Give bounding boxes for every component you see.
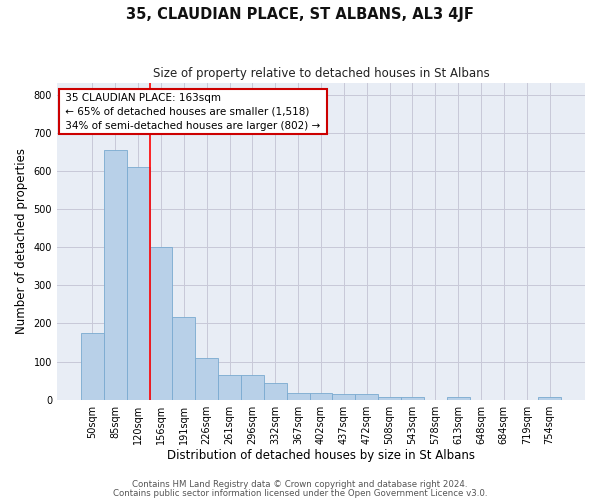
- Bar: [127, 167, 149, 400]
- Bar: [332, 394, 355, 400]
- Text: 35 CLAUDIAN PLACE: 163sqm
 ← 65% of detached houses are smaller (1,518)
 34% of : 35 CLAUDIAN PLACE: 163sqm ← 65% of detac…: [62, 92, 323, 130]
- Bar: [218, 375, 241, 400]
- Bar: [195, 358, 218, 400]
- Bar: [264, 382, 287, 400]
- Bar: [446, 396, 470, 400]
- Bar: [401, 398, 424, 400]
- Bar: [287, 393, 310, 400]
- Bar: [81, 333, 104, 400]
- Bar: [310, 393, 332, 400]
- Bar: [172, 316, 195, 400]
- Bar: [104, 150, 127, 400]
- Bar: [241, 375, 264, 400]
- Y-axis label: Number of detached properties: Number of detached properties: [15, 148, 28, 334]
- Bar: [538, 397, 561, 400]
- Text: Contains public sector information licensed under the Open Government Licence v3: Contains public sector information licen…: [113, 489, 487, 498]
- Bar: [355, 394, 378, 400]
- X-axis label: Distribution of detached houses by size in St Albans: Distribution of detached houses by size …: [167, 450, 475, 462]
- Text: Contains HM Land Registry data © Crown copyright and database right 2024.: Contains HM Land Registry data © Crown c…: [132, 480, 468, 489]
- Bar: [378, 398, 401, 400]
- Text: 35, CLAUDIAN PLACE, ST ALBANS, AL3 4JF: 35, CLAUDIAN PLACE, ST ALBANS, AL3 4JF: [126, 8, 474, 22]
- Bar: [149, 247, 172, 400]
- Title: Size of property relative to detached houses in St Albans: Size of property relative to detached ho…: [152, 68, 490, 80]
